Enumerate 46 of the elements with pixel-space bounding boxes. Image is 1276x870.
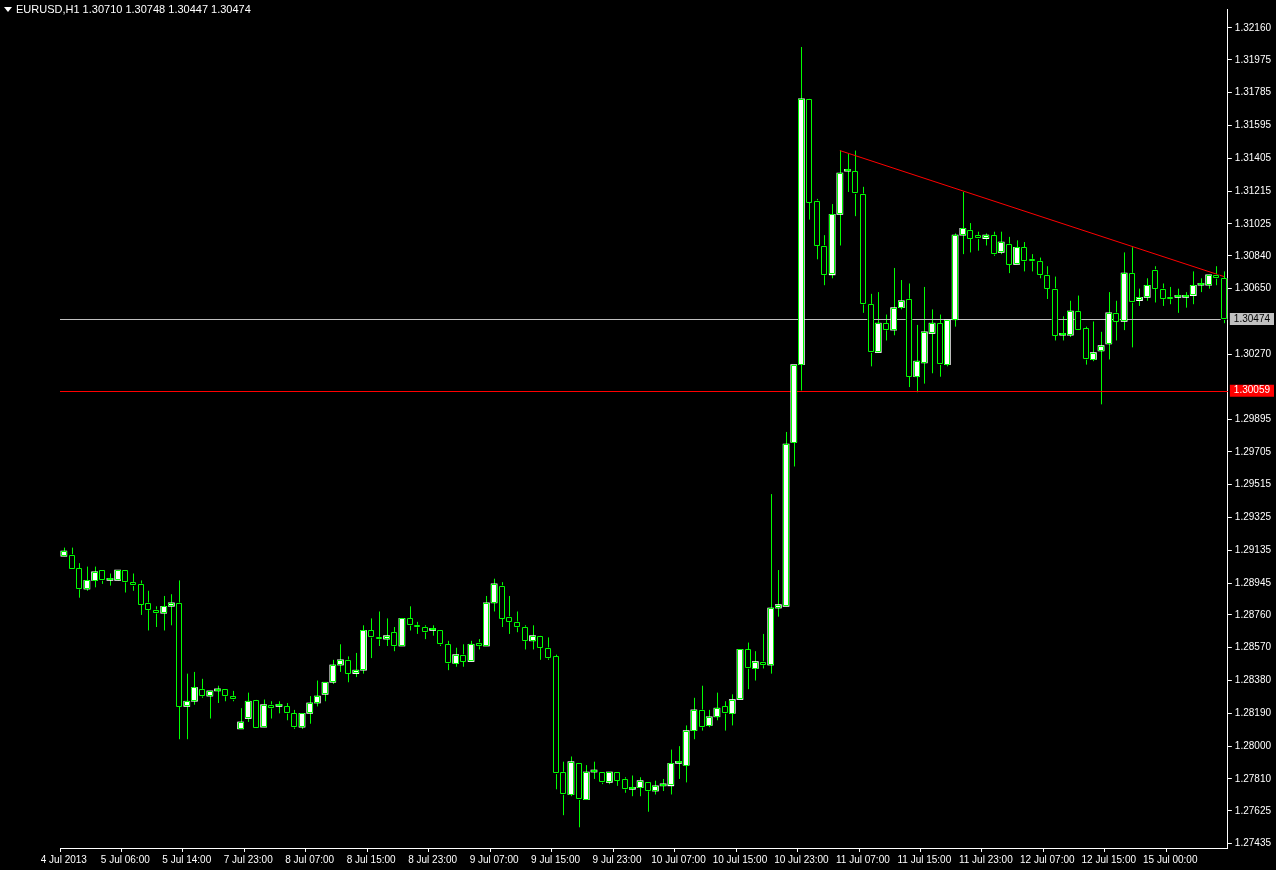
y-tick-label: 1.32160	[1234, 21, 1272, 33]
y-tick-label: 1.29135	[1234, 543, 1272, 555]
y-tick-label: 1.27625	[1234, 804, 1272, 816]
x-tick-label: 10 Jul 15:00	[712, 853, 768, 865]
y-tick-label: 1.28380	[1234, 674, 1272, 686]
x-tick-label: 12 Jul 07:00	[1020, 853, 1075, 865]
y-tick-label: 1.31785	[1234, 86, 1272, 98]
x-tick-label: 5 Jul 14:00	[162, 853, 212, 865]
y-tick-label: 1.28190	[1234, 707, 1272, 719]
y-tick-label: 1.29515	[1234, 478, 1272, 490]
y-tick-label: 1.27435	[1234, 837, 1272, 849]
y-tick-label: 1.30840	[1234, 249, 1272, 261]
y-tick-label: 1.31405	[1234, 152, 1272, 164]
x-tick-label: 5 Jul 06:00	[100, 853, 151, 865]
y-tick-label: 1.27810	[1234, 772, 1272, 784]
y-tick-label: 1.28000	[1234, 739, 1272, 751]
y-tick-label: 1.30270	[1234, 348, 1272, 360]
x-tick-label: 10 Jul 07:00	[651, 853, 707, 865]
x-tick-label: 11 Jul 15:00	[897, 853, 952, 865]
x-tick-label: 11 Jul 07:00	[836, 853, 891, 865]
x-tick-label: 11 Jul 23:00	[958, 853, 1014, 865]
y-tick-label: 1.28570	[1234, 641, 1272, 653]
x-tick-label: 8 Jul 23:00	[408, 853, 458, 865]
y-tick-label: 1.31025	[1234, 217, 1272, 229]
x-tick-label: 15 Jul 00:00	[1142, 853, 1198, 865]
y-tick-label: 1.31215	[1234, 184, 1272, 196]
x-tick-label: 7 Jul 23:00	[223, 853, 274, 865]
x-tick-label: 4 Jul 2013	[40, 853, 88, 865]
y-tick-label: 1.28760	[1234, 608, 1272, 620]
ref-line-label: 1.30474	[1233, 312, 1271, 324]
x-tick-label: 12 Jul 15:00	[1081, 853, 1137, 865]
x-tick-label: 10 Jul 23:00	[774, 853, 830, 865]
y-tick-label: 1.30650	[1234, 282, 1272, 294]
x-tick-label: 8 Jul 07:00	[285, 853, 335, 865]
x-tick-label: 9 Jul 07:00	[469, 853, 519, 865]
y-tick-label: 1.29705	[1234, 445, 1272, 457]
x-tick-label: 9 Jul 15:00	[531, 853, 581, 865]
x-tick-label: 8 Jul 15:00	[346, 853, 397, 865]
x-tick-label: 9 Jul 23:00	[592, 853, 642, 865]
y-tick-label: 1.29325	[1234, 511, 1272, 523]
y-tick-label: 1.29895	[1234, 412, 1272, 424]
chart-title: EURUSD,H1 1.30710 1.30748 1.30447 1.30474	[16, 3, 251, 15]
y-tick-label: 1.28945	[1234, 576, 1272, 588]
ref-line-label: 1.30059	[1233, 384, 1271, 396]
y-tick-label: 1.31595	[1234, 119, 1272, 131]
y-tick-label: 1.31975	[1234, 53, 1272, 65]
